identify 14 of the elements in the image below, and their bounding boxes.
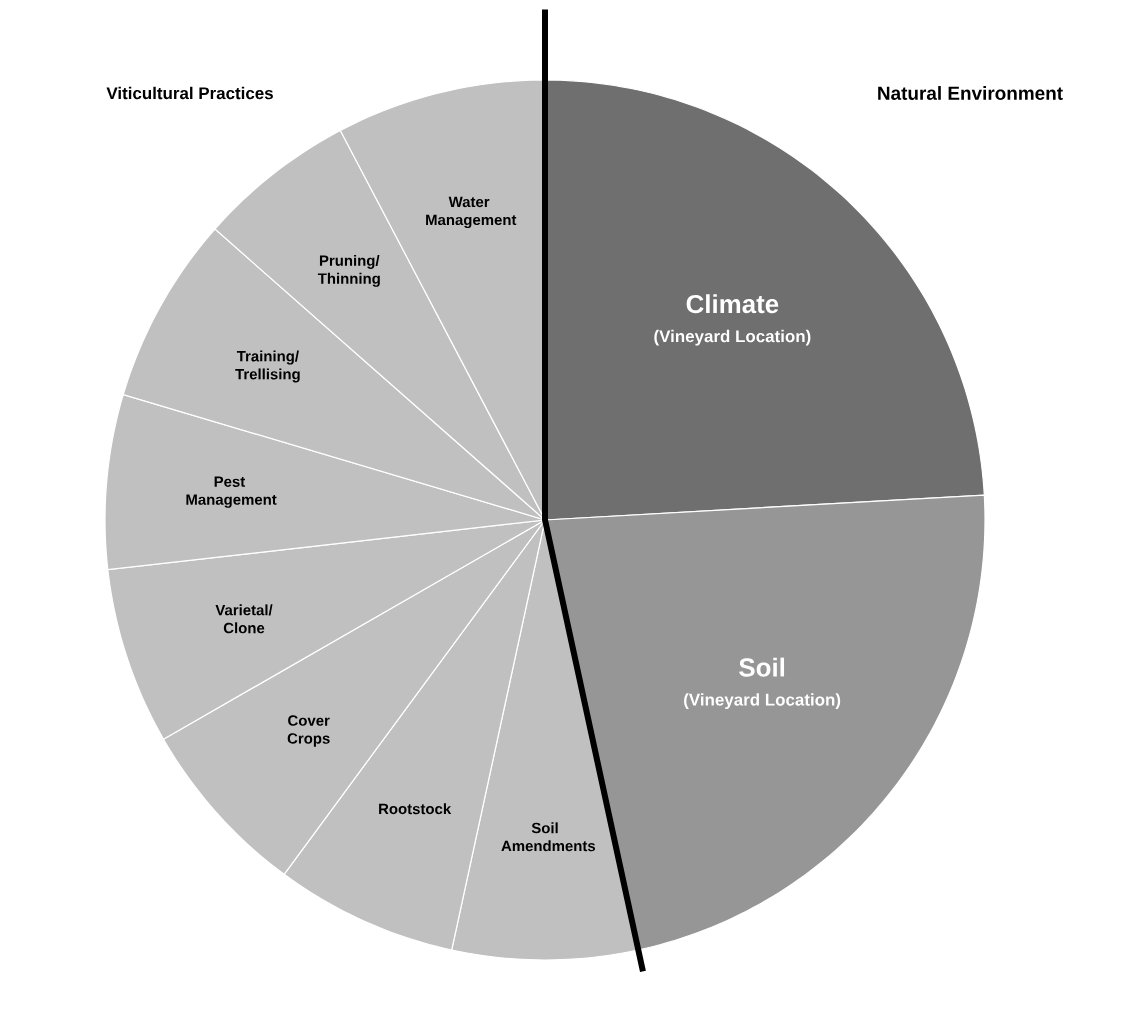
slice-label: Varietal/ Clone <box>215 604 273 634</box>
slice-label: Pest Management <box>186 476 277 508</box>
slice-label: Training/ Trellising <box>235 350 300 383</box>
text: Natural Environment <box>878 86 1063 100</box>
slice-label: Soil Amendments <box>501 822 596 852</box>
slice-label: Cover Crops <box>287 715 330 747</box>
text: (Vineyard Location) <box>684 693 841 710</box>
slice-label: Soil <box>739 657 785 677</box>
slice-label: Water Management <box>426 196 517 229</box>
slice-label: Climate <box>686 294 779 314</box>
slice-label: Pruning/ Thinning <box>317 254 380 287</box>
text: (Vineyard Location) <box>654 329 811 346</box>
text: Viticultural Practices <box>106 86 273 100</box>
slice-label: Rootstock <box>379 803 452 815</box>
